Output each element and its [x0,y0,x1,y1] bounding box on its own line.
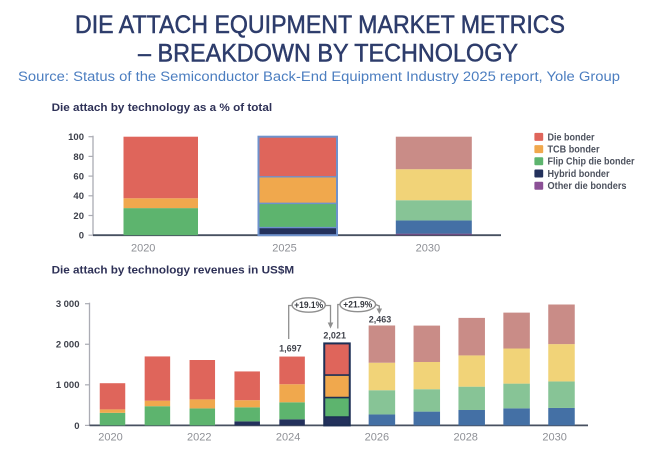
svg-text:Die attach by technology reven: Die attach by technology revenues in US$… [52,265,295,277]
svg-text:1,697: 1,697 [279,344,302,354]
svg-text:100: 100 [68,132,84,143]
svg-text:2,021: 2,021 [323,330,346,340]
svg-text:0: 0 [74,421,79,432]
svg-text:Hybrid bonder: Hybrid bonder [548,169,610,180]
svg-text:2025: 2025 [272,242,296,254]
svg-text:20: 20 [73,211,84,222]
svg-text:80: 80 [73,152,84,163]
svg-text:Die bonder: Die bonder [548,132,595,143]
svg-text:2020: 2020 [131,242,155,254]
svg-text:2030: 2030 [542,432,566,444]
svg-text:Source: Status of the Semicond: Source: Status of the Semiconductor Back… [18,69,620,84]
svg-text:40: 40 [73,191,84,202]
svg-text:– BREAKDOWN BY TECHNOLOGY: – BREAKDOWN BY TECHNOLOGY [138,40,518,68]
svg-text:2022: 2022 [187,432,211,444]
svg-text:Flip Chip die bonder: Flip Chip die bonder [548,157,635,168]
svg-text:2026: 2026 [365,432,389,444]
svg-text:0: 0 [79,231,84,242]
svg-text:2020: 2020 [98,432,122,444]
svg-text:60: 60 [73,172,84,183]
svg-text:2,463: 2,463 [369,314,392,324]
svg-text:2030: 2030 [416,242,440,254]
svg-text:2028: 2028 [453,432,477,444]
svg-text:2024: 2024 [276,432,300,444]
svg-text:Other die bonders: Other die bonders [548,181,627,192]
svg-text:+19.1%: +19.1% [294,300,324,310]
svg-text:DIE ATTACH EQUIPMENT MARKET ME: DIE ATTACH EQUIPMENT MARKET METRICS [75,11,565,39]
svg-text:Die attach by technology as a: Die attach by technology as a % of total [52,102,273,114]
svg-text:+21.9%: +21.9% [343,300,373,310]
svg-text:TCB bonder: TCB bonder [548,145,600,156]
